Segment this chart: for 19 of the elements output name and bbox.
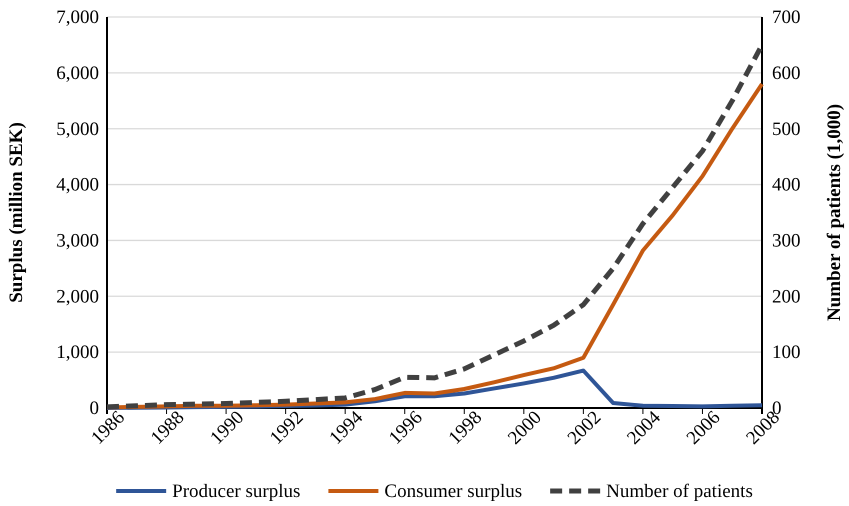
- legend-label: Number of patients: [606, 481, 753, 502]
- y2-tick-label: 700: [772, 7, 800, 28]
- y-tick-label: 6,000: [56, 62, 99, 84]
- y2-tick-label: 300: [772, 230, 800, 252]
- y-tick-label: 5,000: [56, 118, 99, 140]
- y-tick-label: 3,000: [56, 230, 99, 252]
- y-tick-label: 7,000: [56, 7, 99, 28]
- y2-tick-label: 100: [772, 342, 800, 364]
- y-tick-label: 2,000: [56, 286, 99, 308]
- y2-tick-label: 600: [772, 62, 800, 84]
- y-tick-label: 1,000: [56, 342, 99, 364]
- y-tick-label: 4,000: [56, 174, 99, 196]
- y2-tick-label: 500: [772, 118, 800, 140]
- y2-axis-title: Number of patients (1,000): [824, 104, 845, 322]
- legend-label: Producer surplus: [172, 481, 300, 502]
- y2-tick-label: 400: [772, 174, 800, 196]
- legend-label: Consumer surplus: [384, 481, 522, 502]
- y-axis-title: Surplus (million SEK): [6, 122, 27, 303]
- y2-tick-label: 200: [772, 286, 800, 308]
